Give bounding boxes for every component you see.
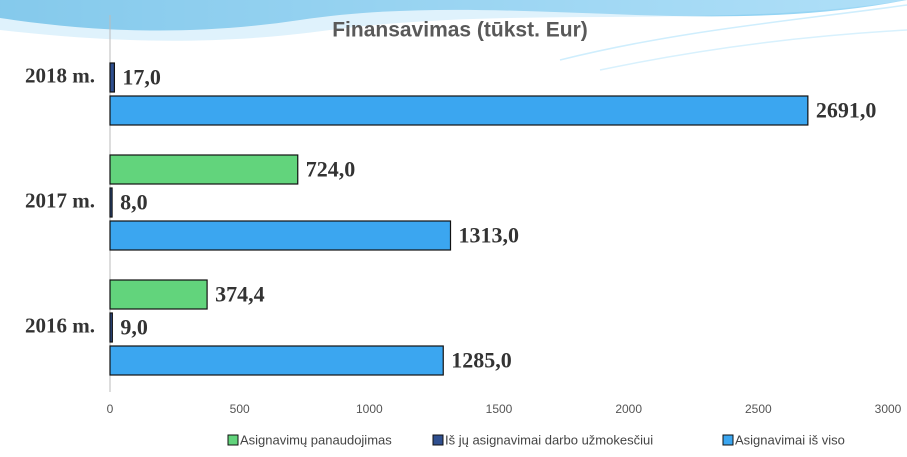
decoration [0, 0, 907, 71]
value-label: 374,4 [215, 282, 265, 307]
bar [109, 220, 452, 251]
legend-label: Asignavimų panaudojimas [240, 432, 392, 447]
legend-swatch [432, 434, 444, 446]
value-label: 1313,0 [459, 223, 519, 248]
value-label: 1285,0 [451, 348, 512, 373]
x-tick-label: 2500 [745, 402, 772, 416]
bar [109, 154, 299, 185]
bar [109, 312, 113, 343]
value-label: 9,0 [120, 315, 148, 340]
value-label: 2691,0 [816, 98, 877, 123]
x-tick-label: 3000 [875, 402, 902, 416]
value-label: 8,0 [120, 190, 148, 215]
legend-label: Asignavimai iš viso [735, 432, 845, 447]
x-tick-label: 1000 [356, 402, 383, 416]
x-tick-label: 0 [107, 402, 114, 416]
bar [109, 62, 116, 93]
bar [109, 95, 809, 126]
value-label: 724,0 [306, 157, 356, 182]
bar [109, 345, 444, 376]
legend-swatch [722, 434, 734, 446]
y-tick-label: 2018 m. [25, 63, 95, 87]
y-tick-label: 2017 m. [25, 188, 95, 212]
x-tick-label: 2000 [615, 402, 642, 416]
bar [109, 279, 208, 310]
y-tick-label: 2016 m. [25, 313, 95, 337]
x-tick-label: 1500 [486, 402, 513, 416]
x-tick-label: 500 [230, 402, 250, 416]
legend-label: Iš jų asignavimai darbo užmokesčiui [445, 432, 653, 447]
chart-title: Finansavimas (tūkst. Eur) [332, 19, 588, 42]
value-label: 17,0 [122, 65, 160, 90]
bar [109, 187, 113, 218]
legend-swatch [227, 434, 239, 446]
